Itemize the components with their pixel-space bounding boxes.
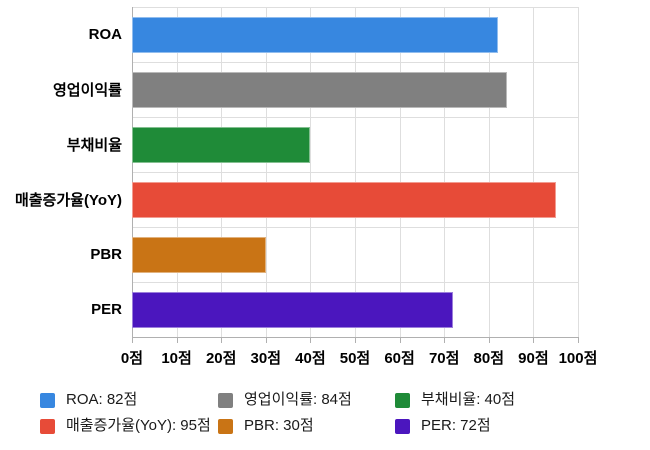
- category-label: PER: [91, 301, 122, 318]
- v-gridline: [310, 7, 312, 337]
- x-tick-label: 90점: [518, 350, 549, 367]
- legend-swatch: [395, 392, 410, 408]
- x-tick-mark: [132, 337, 133, 343]
- v-gridline: [355, 7, 356, 337]
- legend-swatch: [218, 392, 233, 408]
- x-tick-label: 50점: [339, 350, 371, 367]
- v-gridline: [176, 7, 178, 337]
- v-gridline: [221, 7, 223, 337]
- x-tick-mark: [533, 337, 535, 343]
- category-label: PBR: [90, 246, 122, 263]
- legend-item[interactable]: 부채비율: 40점: [395, 392, 515, 408]
- x-tick-label: 40점: [295, 350, 326, 367]
- category-label: 부채비율: [66, 137, 122, 154]
- x-tick-mark: [488, 337, 490, 343]
- bar: [132, 236, 266, 273]
- legend-item[interactable]: PER: 72점: [395, 418, 515, 434]
- v-gridline: [444, 7, 446, 337]
- x-tick-label: 60점: [384, 350, 415, 367]
- bar: [132, 291, 454, 328]
- x-tick-label: 0점: [120, 350, 144, 367]
- x-tick-label: 20점: [205, 350, 237, 367]
- x-tick-label: 10점: [161, 350, 192, 367]
- x-tick-mark: [355, 337, 356, 343]
- legend-label: ROA: 82점: [66, 391, 138, 408]
- legend-swatch: [395, 418, 410, 434]
- x-tick-mark: [176, 337, 178, 343]
- legend-swatch: [40, 418, 55, 434]
- x-tick-label: 80점: [473, 350, 505, 367]
- x-tick-mark: [310, 337, 312, 343]
- v-gridline: [488, 7, 490, 337]
- x-tick-label: 30점: [250, 350, 282, 367]
- category-label: 영업이익률: [52, 82, 122, 99]
- legend-swatch: [40, 392, 55, 408]
- v-gridline: [578, 7, 579, 337]
- plot-area: [132, 7, 579, 338]
- legend-label: 영업이익률: 84점: [244, 391, 352, 408]
- v-gridline: [399, 7, 401, 337]
- legend-item[interactable]: 영업이익률: 84점: [218, 392, 395, 408]
- legend-label: 매출증가율(YoY): 95점: [66, 417, 211, 434]
- category-label: 매출증가율(YoY): [14, 192, 122, 209]
- category-label: ROA: [88, 26, 122, 43]
- x-tick-mark: [444, 337, 446, 343]
- legend-label: PBR: 30점: [244, 417, 314, 434]
- legend-swatch: [218, 418, 233, 434]
- bar: [132, 71, 507, 108]
- bar: [132, 16, 498, 53]
- x-tick-mark: [265, 337, 267, 343]
- x-tick-label: 100점: [558, 350, 598, 367]
- legend-item[interactable]: PBR: 30점: [218, 418, 395, 434]
- bar: [132, 181, 556, 218]
- legend-label: PER: 72점: [421, 417, 491, 434]
- x-tick-label: 70점: [428, 350, 460, 367]
- legend-item[interactable]: 매출증가율(YoY): 95점: [40, 418, 218, 434]
- v-gridline: [533, 7, 535, 337]
- legend-item[interactable]: ROA: 82점: [40, 392, 218, 408]
- x-tick-mark: [578, 337, 579, 343]
- y-axis-line: [132, 7, 133, 337]
- v-gridline: [265, 7, 267, 337]
- bar: [132, 126, 311, 163]
- x-tick-mark: [399, 337, 401, 343]
- legend-label: 부채비율: 40점: [421, 391, 516, 408]
- x-tick-mark: [221, 337, 223, 343]
